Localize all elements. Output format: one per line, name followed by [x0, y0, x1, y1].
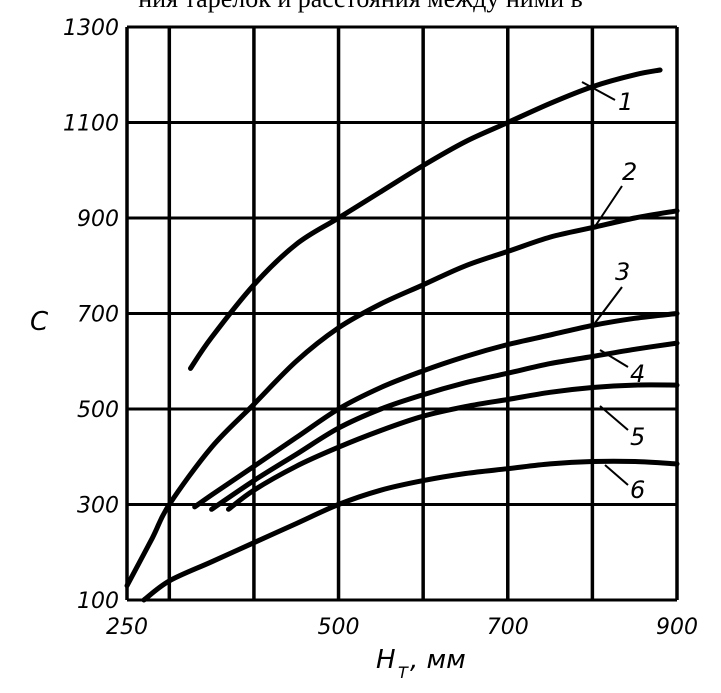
series-line-2 [124, 208, 680, 589]
header-text: ния тарелок и расстояния между ними в [0, 0, 721, 14]
series-line-6 [141, 458, 680, 603]
tick-labels: 250 500 700 900 100 300 500 700 900 1100 1300 [63, 16, 698, 640]
y-tick-label: 900 [77, 207, 119, 232]
series-curves [124, 67, 680, 603]
x-axis-label: H T , мм [376, 645, 466, 682]
y-tick-label: 1300 [63, 16, 119, 41]
series-label-6: 6 [630, 476, 645, 504]
series-label-3: 3 [615, 258, 630, 286]
series-label-leader [594, 286, 623, 324]
y-tick-label: 100 [77, 589, 119, 614]
series-line-5 [226, 382, 680, 512]
series-label-leader [599, 405, 629, 431]
svg-text:, мм: , мм [410, 645, 466, 675]
x-tick-label: 700 [487, 615, 529, 640]
series-label-leader [595, 185, 623, 226]
series-label-2: 2 [622, 158, 637, 186]
svg-text:T: T [398, 663, 409, 682]
series-line-3 [192, 311, 680, 510]
x-tick-label: 250 [106, 615, 148, 640]
y-tick-label: 500 [77, 398, 119, 423]
x-tick-label: 900 [656, 615, 698, 640]
svg-text:H: H [376, 645, 396, 675]
y-axis-label: C [30, 307, 49, 337]
series-label-leader [581, 81, 616, 101]
header-text-fragment: ния тарелок и расстояния между ними в [0, 0, 721, 14]
series-label-4: 4 [630, 360, 645, 388]
series-line-4 [209, 340, 680, 512]
series-label-1: 1 [618, 88, 633, 116]
y-tick-label: 1100 [63, 112, 119, 137]
grid [125, 25, 679, 602]
series-labels: 1 2 3 4 5 6 [581, 81, 645, 504]
y-tick-label: 300 [77, 494, 119, 519]
series-label-leader [599, 349, 629, 368]
series-label-leader [604, 464, 629, 486]
x-tick-label: 500 [318, 615, 360, 640]
y-tick-label: 700 [77, 303, 119, 328]
series-label-5: 5 [630, 423, 645, 451]
